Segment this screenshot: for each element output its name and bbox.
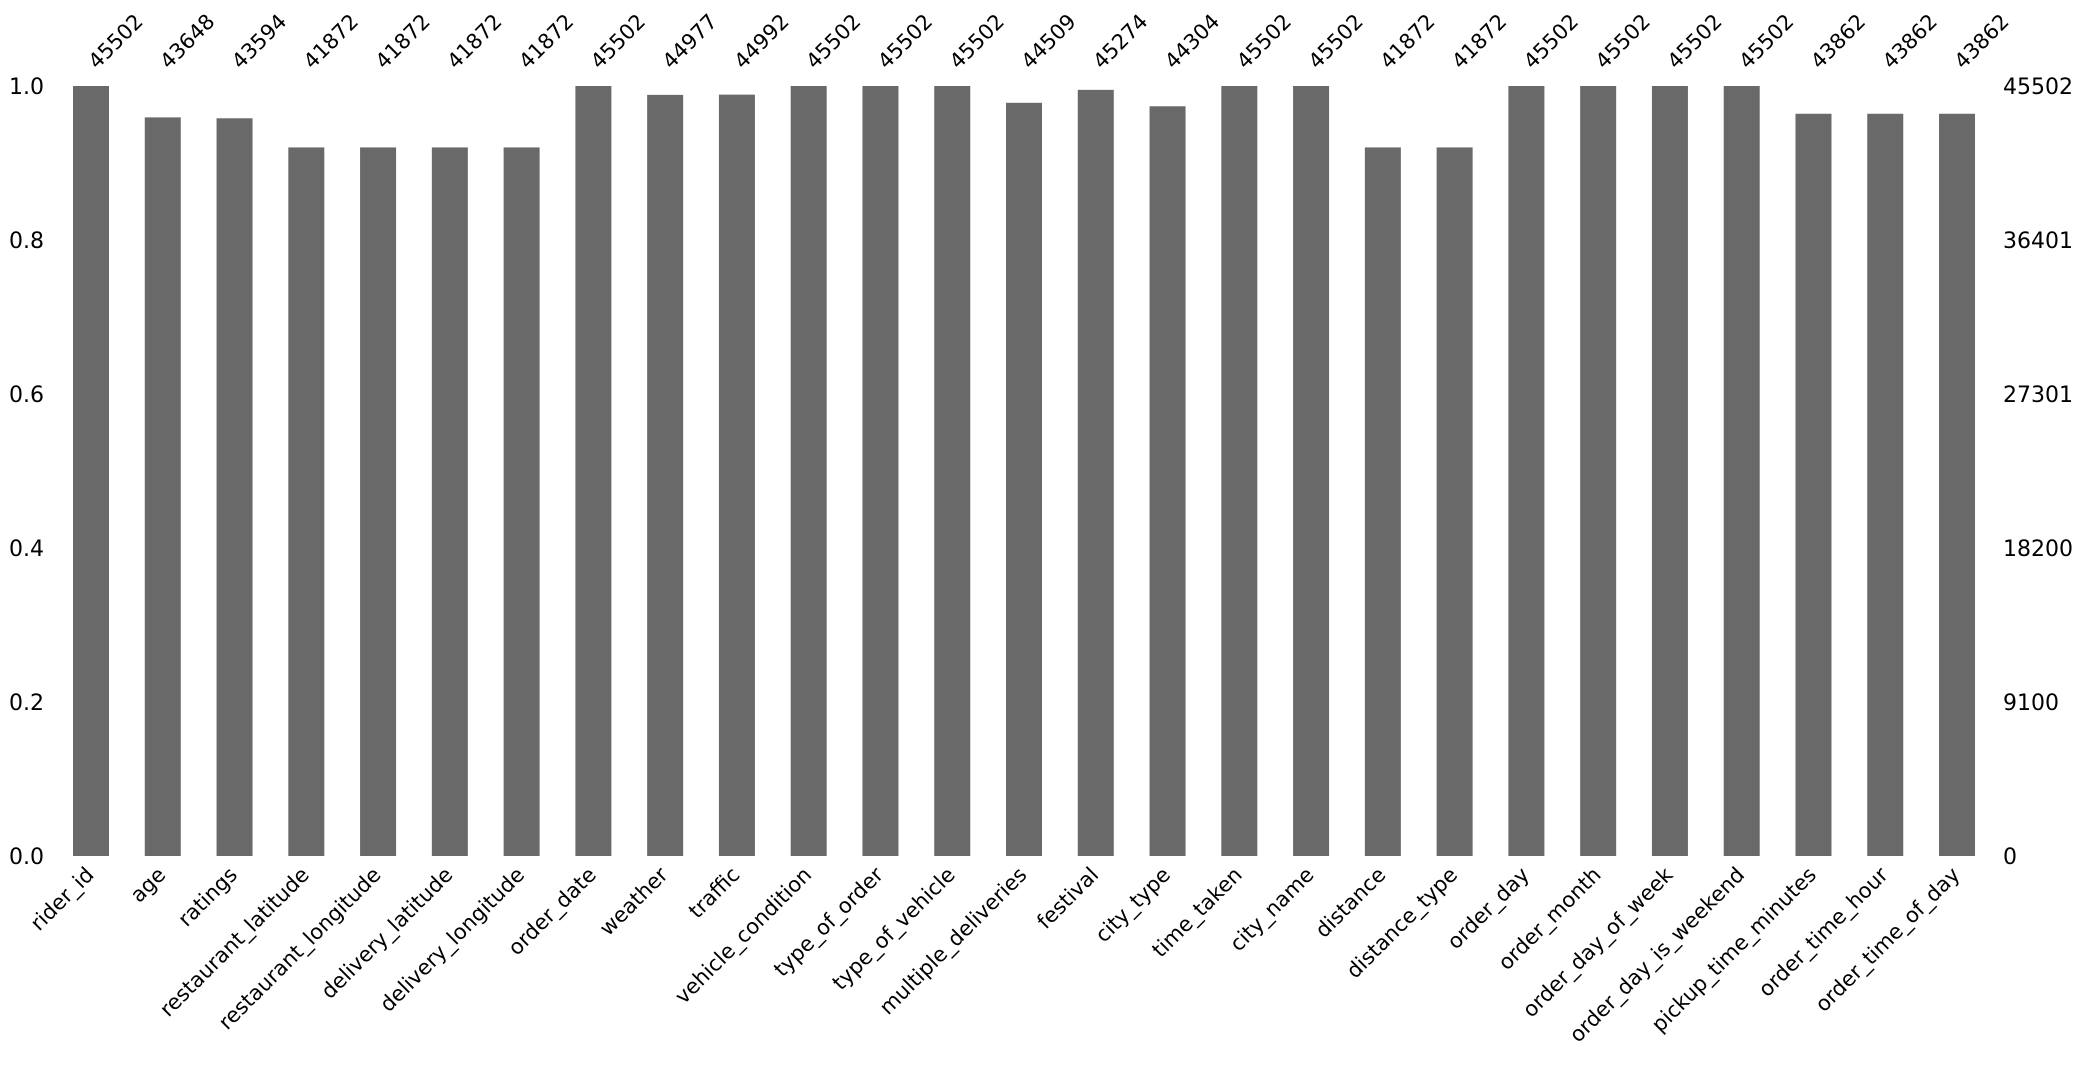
right-tick-label: 9100 bbox=[2003, 691, 2059, 716]
count-label-order_day: 45502 bbox=[1519, 9, 1583, 73]
x-tick-label-festival: festival bbox=[1032, 863, 1103, 934]
bar-delivery_latitude bbox=[431, 147, 468, 856]
count-label-ratings: 43594 bbox=[227, 9, 291, 73]
bar-vehicle_condition bbox=[790, 86, 827, 856]
right-tick-label: 36401 bbox=[2003, 229, 2073, 254]
bar-age bbox=[144, 117, 181, 856]
bar-order_month bbox=[1580, 86, 1617, 856]
bar-type_of_order bbox=[862, 86, 899, 856]
bar-restaurant_latitude bbox=[288, 147, 325, 856]
bar-restaurant_longitude bbox=[360, 147, 397, 856]
bar-weather bbox=[647, 94, 684, 857]
x-tick-label-delivery_latitude: delivery_latitude bbox=[316, 863, 458, 1005]
count-label-order_time_of_day: 43862 bbox=[1950, 9, 2014, 73]
right-tick-label: 0 bbox=[2003, 845, 2017, 870]
bar-multiple_deliveries bbox=[1006, 102, 1043, 856]
count-label-order_day_of_week: 45502 bbox=[1663, 9, 1727, 73]
bar-pickup_time_minutes bbox=[1795, 113, 1832, 856]
count-label-order_date: 45502 bbox=[586, 9, 650, 73]
count-label-age: 43648 bbox=[155, 9, 219, 73]
count-label-city_name: 45502 bbox=[1304, 9, 1368, 73]
x-tick-label-rider_id: rider_id bbox=[26, 863, 100, 937]
count-label-vehicle_condition: 45502 bbox=[801, 9, 865, 73]
bar-ratings bbox=[216, 118, 253, 856]
count-label-order_month: 45502 bbox=[1591, 9, 1655, 73]
bar-time_taken bbox=[1221, 86, 1258, 856]
left-tick-label: 0.0 bbox=[9, 845, 44, 870]
x-tick-label-vehicle_condition: vehicle_condition bbox=[670, 863, 817, 1010]
count-label-delivery_latitude: 41872 bbox=[442, 9, 506, 73]
bar-city_name bbox=[1293, 86, 1330, 856]
count-label-traffic: 44992 bbox=[729, 9, 793, 73]
left-tick-label: 0.6 bbox=[9, 383, 44, 408]
bar-order_time_hour bbox=[1867, 113, 1904, 856]
count-label-distance: 41872 bbox=[1375, 9, 1439, 73]
count-label-type_of_order: 45502 bbox=[873, 9, 937, 73]
left-tick-label: 0.2 bbox=[9, 691, 44, 716]
x-tick-label-type_of_vehicle: type_of_vehicle bbox=[828, 863, 961, 996]
x-tick-label-age: age bbox=[126, 863, 171, 908]
left-tick-label: 1.0 bbox=[9, 75, 44, 100]
x-tick-label-weather: weather bbox=[595, 862, 673, 940]
count-label-delivery_longitude: 41872 bbox=[514, 9, 578, 73]
bar-festival bbox=[1077, 89, 1114, 857]
count-label-time_taken: 45502 bbox=[1232, 9, 1296, 73]
bar-rider_id bbox=[73, 86, 109, 856]
x-tick-label-traffic: traffic bbox=[684, 863, 745, 924]
count-label-order_time_hour: 43862 bbox=[1878, 9, 1942, 73]
bar-order_date bbox=[575, 86, 612, 856]
left-tick-label: 0.4 bbox=[9, 537, 44, 562]
count-label-order_day_is_weekend: 45502 bbox=[1734, 9, 1798, 73]
count-label-multiple_deliveries: 44509 bbox=[1017, 9, 1081, 73]
count-label-type_of_vehicle: 45502 bbox=[945, 9, 1009, 73]
count-label-festival: 45274 bbox=[1088, 9, 1152, 73]
count-label-restaurant_latitude: 41872 bbox=[299, 9, 363, 73]
count-label-distance_type: 41872 bbox=[1447, 9, 1511, 73]
count-label-rider_id: 45502 bbox=[84, 9, 148, 73]
right-tick-label: 27301 bbox=[2003, 383, 2073, 408]
x-tick-label-order_time_hour: order_time_hour bbox=[1754, 862, 1894, 1002]
count-label-pickup_time_minutes: 43862 bbox=[1806, 9, 1870, 73]
count-label-city_type: 44304 bbox=[1160, 9, 1224, 73]
left-tick-label: 0.8 bbox=[9, 229, 44, 254]
right-tick-label: 18200 bbox=[2003, 537, 2073, 562]
bar-order_day_of_week bbox=[1651, 86, 1688, 856]
bar-city_type bbox=[1149, 106, 1186, 857]
bar-distance_type bbox=[1436, 147, 1473, 856]
right-tick-label: 45502 bbox=[2003, 75, 2073, 100]
count-label-restaurant_longitude: 41872 bbox=[371, 9, 435, 73]
bar-distance bbox=[1364, 147, 1401, 856]
bar-delivery_longitude bbox=[503, 147, 540, 856]
x-tick-label-ratings: ratings bbox=[173, 863, 242, 932]
bar-type_of_vehicle bbox=[934, 86, 971, 856]
bar-order_day bbox=[1508, 86, 1545, 856]
bar-order_time_of_day bbox=[1939, 113, 1976, 856]
x-tick-label-order_time_of_day: order_time_of_day bbox=[1811, 863, 1966, 1018]
bar-traffic bbox=[718, 94, 755, 857]
bar-order_day_is_weekend bbox=[1723, 86, 1760, 856]
x-tick-label-multiple_deliveries: multiple_deliveries bbox=[875, 863, 1033, 1021]
count-label-weather: 44977 bbox=[658, 9, 722, 73]
